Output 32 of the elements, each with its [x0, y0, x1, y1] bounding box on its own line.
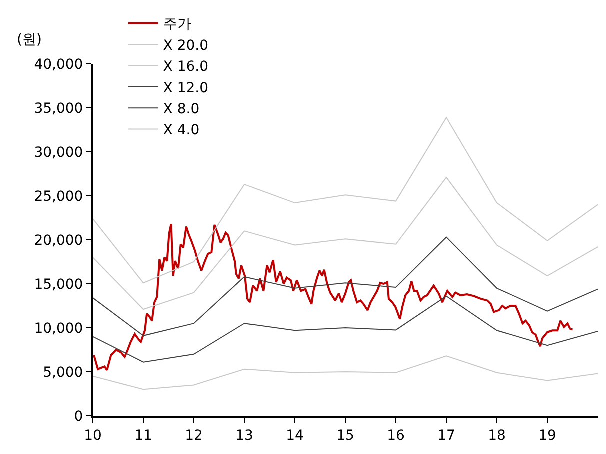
x-tick-label: 17 — [438, 428, 456, 444]
line-series — [93, 356, 598, 390]
y-tick-label: 25,000 — [34, 188, 84, 205]
x-tick-label: 10 — [84, 428, 102, 444]
y-tick-label: 5,000 — [43, 364, 84, 381]
x-tick-label: 11 — [134, 428, 152, 444]
y-tick-label: 40,000 — [34, 56, 84, 73]
y-tick-label: 30,000 — [34, 144, 84, 161]
legend-label: 주가 — [163, 16, 192, 33]
x-tick-label: 16 — [387, 428, 405, 444]
y-tick-label: 10,000 — [34, 320, 84, 337]
legend-label: X 8.0 — [163, 102, 200, 118]
y-tick-label: 0 — [74, 408, 84, 425]
line-series — [93, 236, 598, 336]
x-tick-label: 15 — [336, 428, 354, 444]
y-tick-label: 15,000 — [34, 276, 84, 293]
y-tick-label: 20,000 — [34, 232, 84, 249]
x-tick-label: 18 — [488, 428, 506, 444]
y-axis-title: (원) — [17, 32, 42, 48]
y-tick-label: 35,000 — [34, 100, 84, 117]
line-series — [93, 117, 598, 284]
line-series — [93, 177, 598, 310]
legend-label: X 20.0 — [163, 38, 209, 54]
x-tick-label: 13 — [236, 428, 254, 444]
line-series — [93, 223, 574, 372]
legend-label: X 16.0 — [163, 59, 209, 76]
x-tick-label: 19 — [538, 428, 556, 444]
x-tick-label: 14 — [286, 428, 304, 444]
legend-label: X 4.0 — [163, 122, 200, 139]
legend-label: X 12.0 — [163, 80, 209, 96]
line-series — [93, 296, 598, 363]
x-tick-label: 12 — [185, 428, 203, 444]
